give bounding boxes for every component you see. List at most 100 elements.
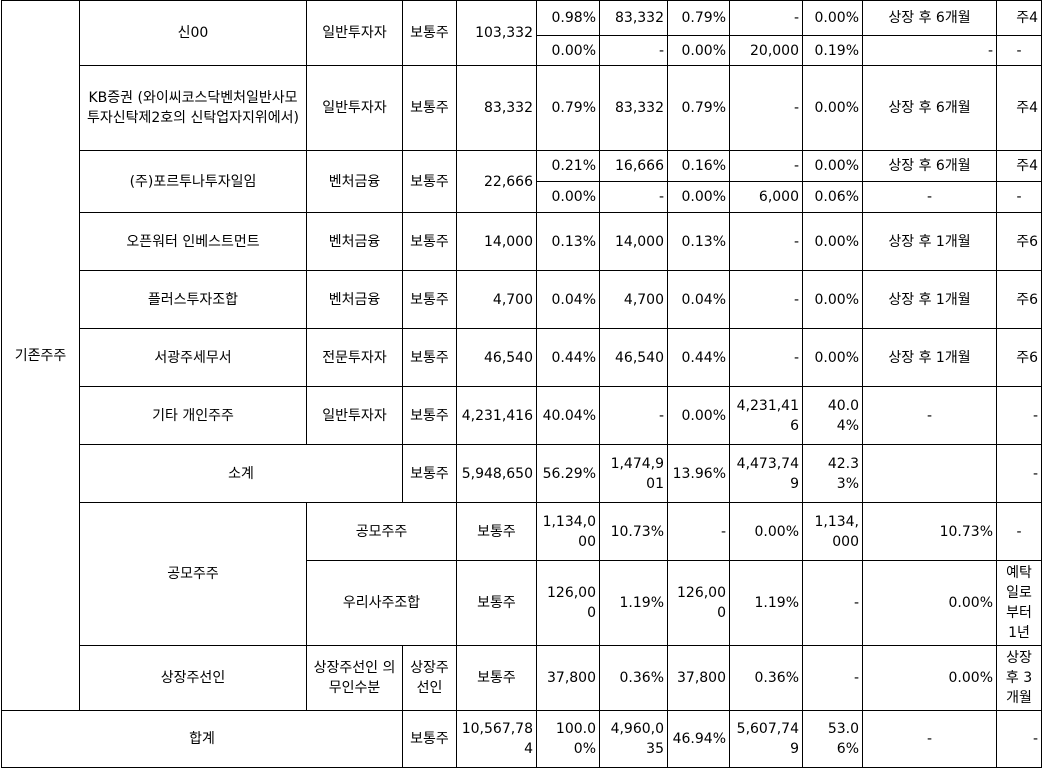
share-count: 4,700 [456, 270, 537, 329]
shareholder-name: 서광주세무서 [79, 328, 307, 387]
lockup-period: - [862, 710, 997, 768]
share-count: 37,800 [536, 645, 600, 711]
table-row: 서광주세무서 전문투자자 보통주 46,540 0.44% 46,540 0.4… [2, 328, 1042, 387]
lockup-period: 상장 후 1개월 [862, 270, 997, 329]
share-ratio: 0.00% [536, 35, 600, 66]
locked-shares: - [599, 35, 668, 66]
unlocked-shares: - [729, 65, 803, 151]
share-ratio: 1.19% [599, 560, 668, 646]
unlocked-ratio: 0.06% [802, 181, 863, 213]
table-row: 기존주주 신00 일반투자자 보통주 103,332 0.98% 83,332 … [1, 0, 1042, 711]
table-row: KB증권 (와이씨코스닥벤처일반사모투자신탁제2호의 신탁업자지위에서) 일반투… [2, 65, 1042, 151]
share-ratio: 0.79% [536, 65, 600, 151]
locked-ratio: 0.00% [667, 181, 730, 213]
share-count: 10,567,784 [456, 710, 537, 768]
note-ref: 주4 [996, 65, 1042, 151]
locked-ratio: 0.79% [667, 65, 730, 151]
subtotal-label: 소계 [79, 444, 403, 503]
stock-type: 보통주 [402, 328, 457, 387]
share-count: 1,134,000 [536, 502, 600, 561]
note-ref: 주4 [996, 0, 1042, 36]
share-ratio: 0.21% [536, 150, 600, 182]
lockup-period: - [862, 386, 997, 445]
table-row: 0.00% - 0.00% 20,000 0.19% - - [2, 35, 1042, 66]
investor-type: 일반투자자 [306, 65, 403, 151]
investor-type: 벤처금융 [306, 212, 403, 271]
unlocked-shares: - [802, 560, 863, 646]
locked-ratio: 1.19% [729, 560, 803, 646]
lockup-period: 상장 후 1개월 [862, 328, 997, 387]
shareholder-name: KB증권 (와이씨코스닥벤처일반사모투자신탁제2호의 신탁업자지위에서) [79, 65, 307, 151]
lockup-period: - [862, 181, 997, 213]
shareholder-name: 우리사주조합 [306, 560, 457, 646]
total-label: 합계 [1, 710, 403, 768]
share-count: 5,948,650 [456, 444, 537, 503]
investor-type: 일반투자자 [306, 0, 403, 66]
share-ratio: 10.73% [599, 502, 668, 561]
locked-ratio: 0.44% [667, 328, 730, 387]
locked-ratio: 0.04% [667, 270, 730, 329]
unlocked-ratio: 0.00% [802, 150, 863, 182]
share-ratio: 0.13% [536, 212, 600, 271]
table-row: 기타 개인주주 일반투자자 보통주 4,231,416 40.04% - 0.0… [2, 386, 1042, 445]
table-row: 오픈워터 인베스트먼트 벤처금융 보통주 14,000 0.13% 14,000… [2, 212, 1042, 271]
unlocked-shares: - [802, 645, 863, 711]
subtotal-row: 소계 보통주 5,948,650 56.29% 1,474,901 13.96%… [2, 444, 1042, 503]
share-ratio: 0.36% [599, 645, 668, 711]
locked-ratio: 0.13% [667, 212, 730, 271]
unlocked-shares: 1,134,000 [802, 502, 863, 561]
share-count: 83,332 [456, 65, 537, 151]
locked-ratio: 0.79% [667, 0, 730, 36]
locked-shares: - [599, 386, 668, 445]
share-ratio: 0.00% [536, 181, 600, 213]
locked-shares: 37,800 [667, 645, 730, 711]
unlocked-ratio: 53.06% [802, 710, 863, 768]
group-label-ipo-manager: 상장주선인 [79, 645, 307, 711]
unlocked-shares: - [729, 270, 803, 329]
share-ratio: 40.04% [536, 386, 600, 445]
locked-shares: 1,474,901 [599, 444, 668, 503]
lockup-period: 상장 후 3개월 [996, 645, 1042, 711]
shareholder-name: 기타 개인주주 [79, 386, 307, 445]
share-ratio: 100.00% [536, 710, 600, 768]
locked-shares: 83,332 [599, 0, 668, 36]
locked-shares: 126,000 [667, 560, 730, 646]
note-ref: 주6 [996, 212, 1042, 271]
unlocked-ratio: 0.00% [802, 212, 863, 271]
lockup-period [862, 444, 997, 503]
lockup-period: 상장 후 6개월 [862, 150, 997, 182]
stock-type: 보통주 [402, 150, 457, 213]
share-count: 103,332 [456, 0, 537, 66]
shareholder-name: 상장주선인 의무인수분 [306, 645, 403, 711]
stock-type: 보통주 [402, 65, 457, 151]
unlocked-ratio: 0.00% [802, 65, 863, 151]
unlocked-ratio: 0.00% [802, 328, 863, 387]
note-ref: - [996, 444, 1042, 503]
lockup-period: 상장 후 1개월 [862, 212, 997, 271]
shareholder-name: 오픈워터 인베스트먼트 [79, 212, 307, 271]
unlocked-shares: 4,231,416 [729, 386, 803, 445]
note-ref: - [996, 710, 1042, 768]
unlocked-ratio: 0.19% [802, 35, 863, 66]
stock-type: 보통주 [402, 0, 457, 66]
lockup-period: 예탁일로부터 1년 [996, 560, 1042, 646]
note-ref: 주6 [996, 270, 1042, 329]
unlocked-shares: 6,000 [729, 181, 803, 213]
stock-type: 보통주 [402, 212, 457, 271]
unlocked-shares: 4,473,749 [729, 444, 803, 503]
investor-type: 전문투자자 [306, 328, 403, 387]
stock-type: 보통주 [402, 710, 457, 768]
lockup-period: 상장 후 6개월 [862, 0, 997, 36]
locked-ratio: 0.00% [667, 35, 730, 66]
share-ratio: 0.04% [536, 270, 600, 329]
share-ratio: 56.29% [536, 444, 600, 503]
unlocked-ratio: 0.00% [862, 560, 997, 646]
stock-type: 보통주 [456, 560, 537, 646]
total-row: 합계 보통주 10,567,784 100.00% 4,960,035 46.9… [1, 710, 1042, 768]
group-label-public: 공모주주 [79, 502, 307, 646]
unlocked-shares: 5,607,749 [729, 710, 803, 768]
locked-ratio: 13.96% [667, 444, 730, 503]
unlocked-shares: - [729, 328, 803, 387]
investor-type: 일반투자자 [306, 386, 403, 445]
